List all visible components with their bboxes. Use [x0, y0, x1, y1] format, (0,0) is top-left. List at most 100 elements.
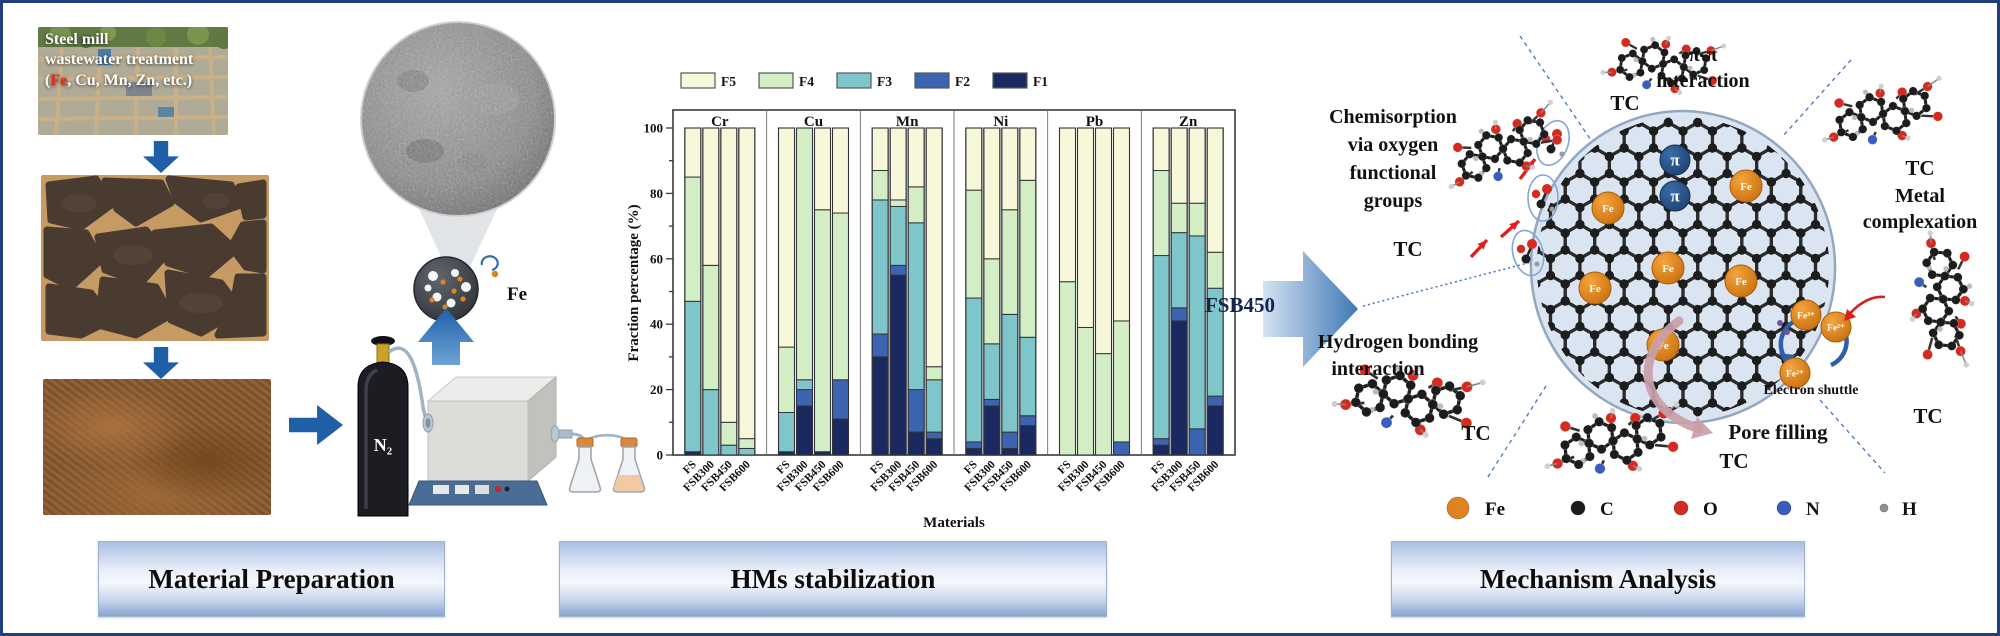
bar-outline [889, 127, 907, 456]
dotted-connector [1362, 258, 1544, 307]
bar-Cu-FSB450 [813, 127, 832, 456]
atom-legend: Fe C O N H [1446, 496, 1917, 520]
legend-label: F4 [799, 74, 814, 89]
fe-particle: Fe [1729, 169, 1763, 203]
y-tick-label: 100 [644, 121, 664, 136]
bar-Ni-FSB600 [1019, 127, 1037, 456]
bar-segment-F5 [925, 127, 943, 368]
bar-segment-F4 [1077, 326, 1094, 456]
atom-legend-label-O: O [1703, 499, 1718, 520]
bar-segment-F5 [778, 127, 795, 348]
fsb450-label: FSB450 [1205, 293, 1275, 317]
bar-segment-F5 [889, 127, 907, 201]
arrow-head [1477, 240, 1487, 250]
atom-legend-label-H: H [1902, 499, 1917, 520]
bar-Mn-FSB600 [925, 127, 943, 456]
tc-label: TC [1913, 404, 1942, 428]
arrow-head [1509, 221, 1519, 231]
cracked-mud-art [41, 175, 269, 341]
bar-segment-F4 [702, 264, 720, 391]
legend-swatch [680, 72, 716, 89]
bar-segment-F4 [1095, 353, 1112, 456]
y-tick-label: 80 [650, 186, 663, 201]
bar-segment-F3 [796, 379, 813, 391]
bar-Zn-FSB300 [1170, 127, 1188, 456]
bar-Pb-FSB300 [1076, 127, 1095, 456]
electron-shuttle: Fe³⁺ Fe²⁺ Fe²⁺ [1777, 295, 1886, 389]
chemisorption-label: groups [1364, 190, 1423, 212]
bar-Ni-FSB300 [983, 127, 1001, 456]
fe-ion [1779, 357, 1811, 389]
bar-Cr-FSB300 [702, 127, 720, 456]
legend-label: F5 [721, 74, 736, 89]
atom-legend-ball-C [1570, 500, 1586, 516]
bar-segment-F1 [907, 431, 925, 456]
bar-Zn-FS [1152, 127, 1170, 456]
bar-segment-F3 [684, 300, 702, 453]
fe-particle: Fe [1651, 251, 1685, 285]
tc-label: TC [1719, 449, 1748, 473]
down-arrow-1 [143, 141, 179, 173]
bar-segment-F5 [1059, 127, 1076, 283]
dashed-divider [1519, 35, 1594, 144]
atom-legend-label-C: C [1600, 499, 1614, 520]
bar-outline [1076, 127, 1095, 456]
pore-filling-arrow [1643, 316, 1704, 434]
y-tick-label: 60 [650, 251, 663, 266]
bar-Cr-FSB450 [720, 127, 738, 456]
bar-segment-F3 [983, 343, 1001, 400]
fe-particle: Fe [1591, 191, 1625, 225]
wastewater-plant-photo: Steel mill wastewater treatment (Fe, Cu,… [38, 27, 228, 135]
bar-segment-F3 [907, 222, 925, 391]
bar-Zn-FSB450 [1188, 127, 1206, 456]
tc-molecule [1544, 402, 1680, 475]
bar-outline [738, 127, 756, 456]
chemisorption-label: Chemisorption [1329, 106, 1457, 128]
atom-legend-ball-Fe [1446, 496, 1470, 520]
bar-segment-F4 [983, 258, 1001, 345]
bar-segment-F5 [832, 127, 849, 214]
bar-segment-F5 [814, 127, 831, 211]
bar-segment-F1 [983, 405, 1001, 456]
fe-particle-text: Fe [1740, 181, 1752, 193]
bar-outline [1152, 127, 1170, 456]
bar-Pb-FS [1058, 127, 1077, 456]
bar-outline [965, 127, 983, 456]
bar-outline [1019, 127, 1037, 456]
group-label-Zn: Zn [1179, 114, 1198, 130]
bar-Cu-FS [777, 127, 796, 456]
bar-segment-F3 [1019, 336, 1037, 417]
bar-segment-F5 [1113, 127, 1130, 322]
bar-segment-F4 [778, 346, 795, 413]
bar-Mn-FSB450 [907, 127, 925, 456]
bar-segment-F2 [1113, 441, 1130, 456]
fe-particle: Fe [1724, 264, 1758, 298]
bar-segment-F5 [871, 127, 889, 172]
bar-segment-F1 [796, 405, 813, 456]
bar-segment-F5 [983, 127, 1001, 260]
biochar-particle [413, 255, 499, 322]
bar-segment-F4 [871, 170, 889, 201]
tc-label: TC [1905, 156, 1934, 180]
bar-outline [720, 127, 738, 456]
bar-outline [1170, 127, 1188, 456]
fe-ion [1790, 299, 1822, 331]
legend-label: F2 [955, 74, 970, 89]
banner-right-label: Mechanism Analysis [1479, 563, 1717, 594]
fe-particle-text: Fe [1602, 203, 1614, 215]
y-tick-label: 40 [650, 317, 663, 332]
bar-outline [983, 127, 1001, 456]
fe-dots [429, 276, 466, 310]
fe-particle-text: Fe [1657, 340, 1669, 352]
fe-particle-label: Fe [507, 284, 527, 305]
bar-outline [777, 127, 796, 456]
pi-symbol: π [1670, 187, 1680, 206]
legend-label: F3 [877, 74, 892, 89]
pore-filling-label: Pore filling [1728, 420, 1828, 444]
pi-symbol: π [1670, 151, 1680, 170]
bar-segment-F1 [871, 356, 889, 456]
bar-segment-F4 [1001, 209, 1019, 315]
bar-Ni-FS [965, 127, 983, 456]
bar-segment-F2 [796, 389, 813, 407]
release-arc [480, 255, 499, 272]
